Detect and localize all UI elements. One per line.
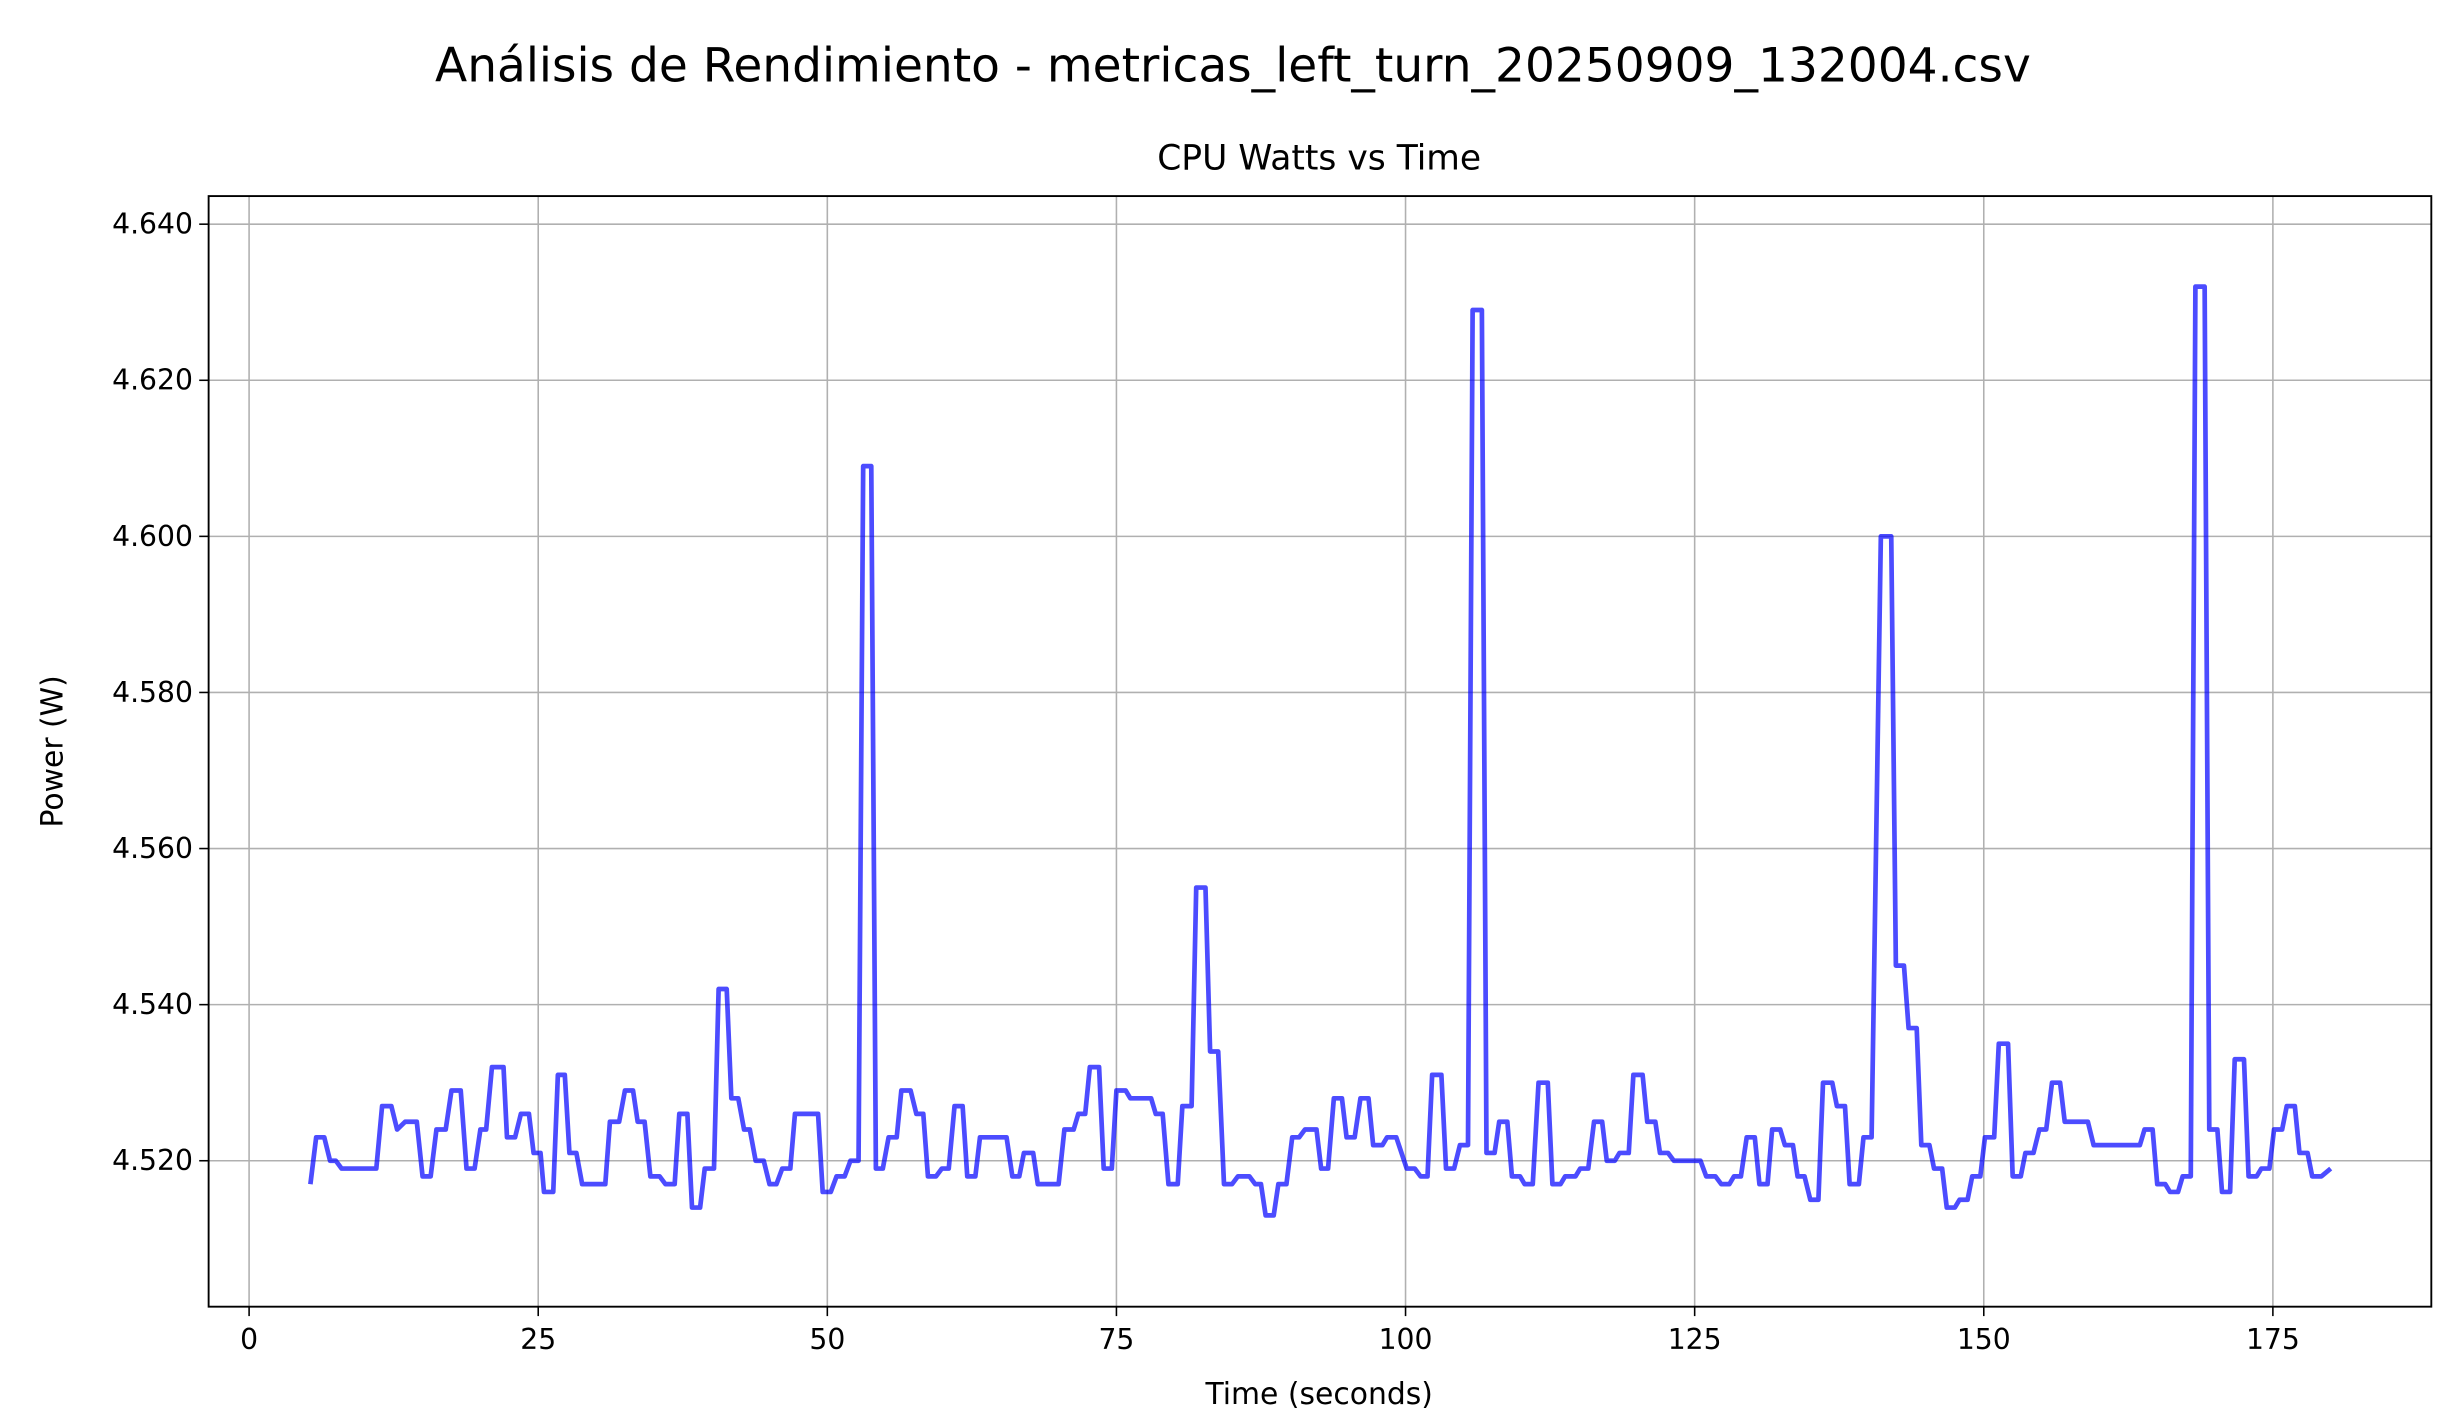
y-axis-label: Power (W) xyxy=(36,675,71,827)
y-tick-label: 4.540 xyxy=(112,988,193,1021)
y-tick-label: 4.520 xyxy=(112,1144,193,1177)
y-tick-label: 4.560 xyxy=(112,832,193,865)
x-tick-label: 175 xyxy=(2246,1323,2300,1356)
x-tick-label: 50 xyxy=(809,1323,845,1356)
chart-title: Análisis de Rendimiento - metricas_left_… xyxy=(435,39,2031,94)
chart-subtitle: CPU Watts vs Time xyxy=(1157,138,1481,178)
y-tick-label: 4.600 xyxy=(112,520,193,553)
y-tick-label: 4.640 xyxy=(112,208,193,241)
data-line xyxy=(308,284,2333,1218)
x-tick-label: 150 xyxy=(1957,1323,2011,1356)
x-tick-label: 75 xyxy=(1098,1323,1134,1356)
x-tick-label: 0 xyxy=(240,1323,258,1356)
x-tick-label: 25 xyxy=(520,1323,556,1356)
x-axis-label: Time (seconds) xyxy=(1204,1377,1432,1411)
plot-frame xyxy=(207,195,2433,1308)
x-tick-label: 100 xyxy=(1379,1323,1433,1356)
y-tick-label: 4.620 xyxy=(112,364,193,397)
x-tick-label: 125 xyxy=(1668,1323,1722,1356)
y-tick-label: 4.580 xyxy=(112,676,193,709)
